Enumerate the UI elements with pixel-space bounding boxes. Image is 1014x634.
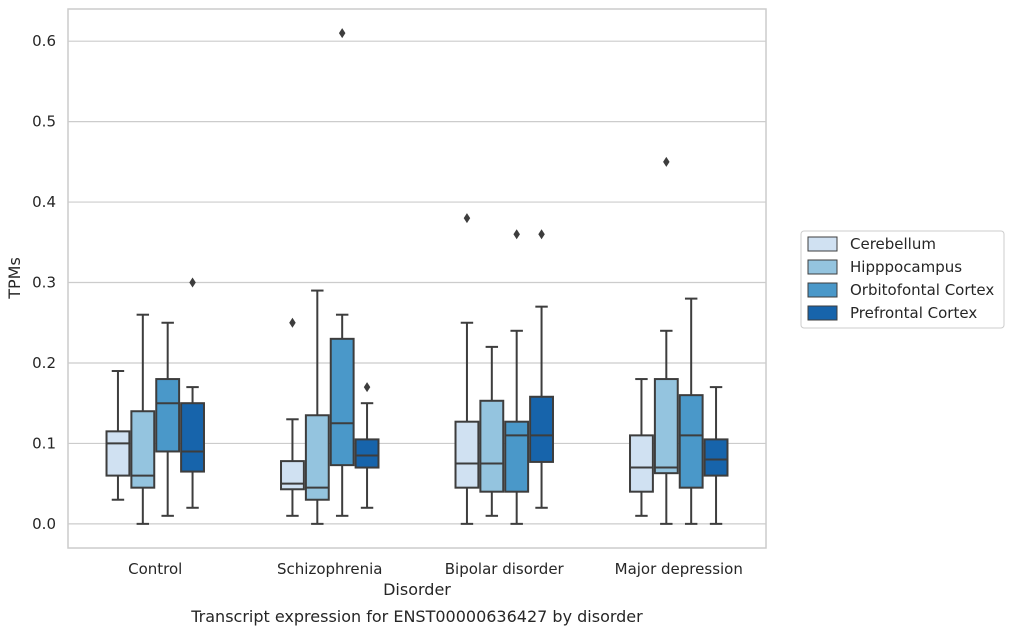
legend-swatch (807, 236, 838, 252)
box-body (529, 395, 554, 463)
legend-label: Cerebellum (850, 235, 936, 253)
x-tick-label: Major depression (615, 560, 743, 578)
legend-frame (800, 230, 1005, 329)
legend-label: Hipppocampus (850, 258, 962, 276)
legend-label: Prefrontal Cortex (850, 304, 977, 322)
x-tick-label: Bipolar disorder (445, 560, 565, 578)
y-tick-label: 0.1 (32, 434, 56, 452)
box-2-1 (479, 345, 505, 517)
y-axis-title: TPMs (5, 257, 24, 300)
legend-swatch (807, 305, 838, 321)
box-3-1 (653, 156, 679, 525)
outlier-marker (338, 28, 346, 39)
x-tick-label: Control (128, 560, 182, 578)
chart-caption: Transcript expression for ENST0000063642… (190, 607, 643, 626)
box-3-2 (678, 297, 704, 525)
y-tick-label: 0.6 (32, 32, 56, 50)
box-0-3 (180, 277, 205, 509)
box-2-2 (504, 229, 530, 525)
outlier-marker (289, 317, 296, 328)
box-0-2 (155, 321, 181, 517)
box-2-0 (454, 213, 480, 525)
box-2-3 (529, 229, 554, 509)
box-body (105, 430, 131, 477)
box-body (304, 414, 330, 501)
outlier-marker (538, 229, 545, 240)
legend: Cerebellum Hipppocampus Orbitofontal Corte… (800, 230, 1005, 329)
box-3-0 (629, 378, 654, 517)
box-body (629, 434, 654, 493)
box-1-0 (280, 317, 305, 517)
box-1-1 (304, 289, 330, 525)
legend-swatch (807, 259, 838, 275)
box-body (678, 394, 704, 489)
outlier-marker (463, 213, 471, 224)
legend-swatch (807, 282, 838, 298)
y-tick-label: 0.4 (32, 193, 56, 211)
box-body (504, 420, 530, 493)
y-tick-label: 0.2 (32, 354, 56, 372)
box-0-0 (105, 370, 131, 501)
box-body (479, 399, 505, 493)
outlier-marker (513, 229, 520, 240)
boxplot-marks (105, 28, 729, 525)
box-body (329, 337, 355, 467)
y-axis-ticks: 0.0 0.1 0.2 0.3 0.4 0.5 0.6 (32, 32, 56, 533)
box-body (280, 460, 305, 491)
box-body (653, 378, 679, 475)
box-body (130, 410, 156, 489)
x-tick-label: Schizophrenia (277, 560, 382, 578)
box-body (354, 438, 380, 469)
box-body (703, 438, 729, 477)
outlier-marker (363, 382, 371, 393)
box-body (454, 420, 480, 489)
y-tick-label: 0.3 (32, 274, 56, 292)
outlier-marker (189, 277, 196, 288)
box-1-3 (354, 382, 380, 509)
x-axis-ticks: Control Schizophrenia Bipolar disorder Majo… (128, 560, 743, 578)
x-axis-title: Disorder (383, 580, 451, 599)
box-3-3 (703, 386, 729, 525)
box-1-2 (329, 28, 355, 517)
box-body (180, 402, 205, 473)
y-tick-label: 0.5 (32, 113, 56, 131)
outlier-marker (663, 156, 670, 167)
y-tick-label: 0.0 (32, 515, 56, 533)
box-body (155, 378, 181, 453)
legend-label: Orbitofontal Cortex (850, 281, 994, 299)
box-0-1 (130, 313, 156, 525)
